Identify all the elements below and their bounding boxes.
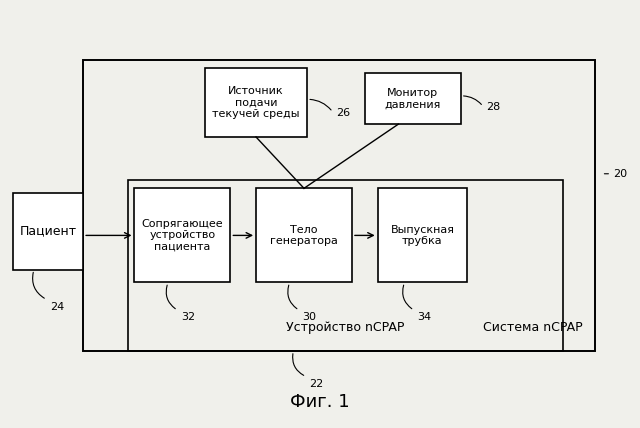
Bar bbox=[365, 73, 461, 124]
Bar bbox=[378, 188, 467, 282]
Text: 24: 24 bbox=[50, 302, 64, 312]
Bar bbox=[128, 180, 563, 351]
Text: Монитор
давления: Монитор давления bbox=[385, 88, 441, 109]
Bar bbox=[205, 68, 307, 137]
Text: Тело
генератора: Тело генератора bbox=[270, 225, 338, 246]
Text: Пациент: Пациент bbox=[19, 225, 77, 238]
Bar bbox=[256, 188, 352, 282]
Text: 30: 30 bbox=[303, 312, 316, 322]
Text: 32: 32 bbox=[181, 312, 195, 322]
Text: 22: 22 bbox=[309, 379, 324, 389]
Text: 26: 26 bbox=[336, 108, 350, 118]
Text: Источник
подачи
текучей среды: Источник подачи текучей среды bbox=[212, 86, 300, 119]
Text: Сопрягающее
устройство
пациента: Сопрягающее устройство пациента bbox=[141, 219, 223, 252]
Bar bbox=[83, 60, 595, 351]
Text: Система nCPAP: Система nCPAP bbox=[483, 321, 582, 334]
Text: 20: 20 bbox=[613, 169, 627, 179]
Text: Устройство nCPAP: Устройство nCPAP bbox=[287, 321, 404, 334]
Text: 34: 34 bbox=[417, 312, 431, 322]
Text: Выпускная
трубка: Выпускная трубка bbox=[390, 225, 454, 246]
Text: 28: 28 bbox=[486, 102, 500, 112]
Bar bbox=[134, 188, 230, 282]
Bar bbox=[13, 193, 83, 270]
Text: Фиг. 1: Фиг. 1 bbox=[290, 393, 350, 411]
